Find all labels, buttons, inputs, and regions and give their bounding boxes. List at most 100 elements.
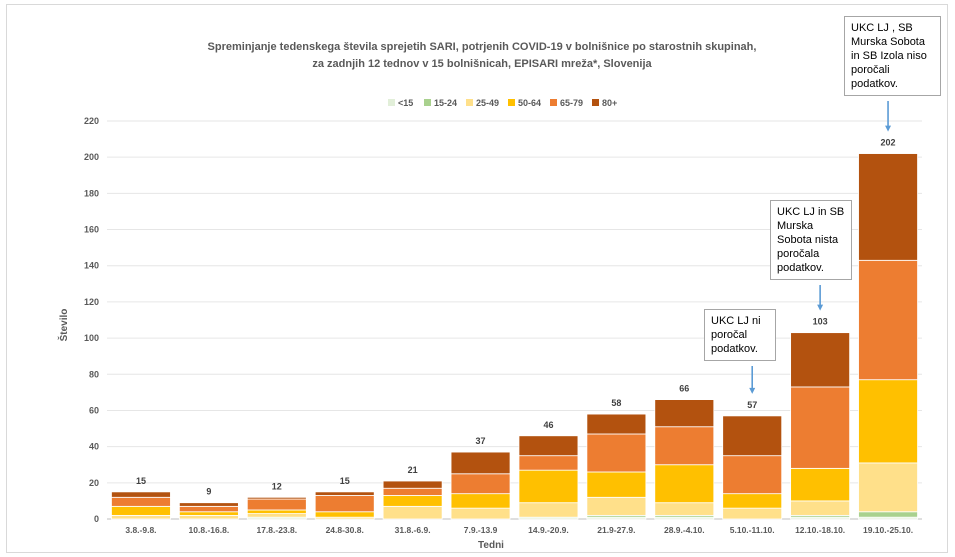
- y-tick-label: 220: [84, 116, 99, 126]
- bar-segment: [314, 495, 375, 513]
- note-arrows: [749, 101, 892, 394]
- y-tick-label: 0: [94, 514, 99, 524]
- bar-segment: [246, 498, 307, 511]
- total-label: 9: [206, 487, 211, 497]
- gridlines: [107, 120, 922, 520]
- bar-segment: [246, 496, 307, 500]
- chart-title-line-2: za zadnjih 12 tednov v 15 bolnišnicah, E…: [312, 58, 652, 70]
- legend-swatch: [508, 99, 515, 106]
- y-tick-label: 60: [89, 405, 99, 415]
- bar-segment: [654, 426, 715, 466]
- y-axis: 0 20 40 60 80 100 120 140 160 180 200 220: [84, 116, 99, 524]
- bar-segment: [586, 413, 647, 435]
- bar-segment: [586, 496, 647, 516]
- legend-label: 15-24: [434, 98, 457, 108]
- x-tick-label: 3.8.-9.8.: [125, 525, 156, 535]
- bar-segment: [111, 491, 171, 498]
- chart-title-line-1: Spreminjanje tedenskega števila sprejeti…: [208, 41, 757, 53]
- x-tick-label: 10.8.-16.8.: [189, 525, 230, 535]
- bar-segment: [858, 153, 918, 261]
- bar-segment: [722, 507, 783, 520]
- bar-segment: [382, 495, 443, 507]
- bar-segment: [450, 473, 511, 495]
- bar-segment: [178, 502, 239, 507]
- bar-segment: [722, 415, 783, 457]
- legend-label: 50-64: [518, 98, 541, 108]
- y-tick-label: 40: [89, 442, 99, 452]
- bar-segment: [654, 399, 715, 428]
- bar-segment: [178, 505, 239, 513]
- chart-frame: Spreminjanje tedenskega števila sprejeti…: [6, 4, 948, 553]
- bar-segment: [382, 487, 443, 496]
- bar-segment: [111, 505, 171, 516]
- bar-segment: [790, 386, 851, 469]
- bar-segment: [790, 332, 851, 388]
- bar-segment: [790, 467, 851, 502]
- bar-segment: [382, 480, 443, 489]
- bar-segment: [314, 511, 375, 518]
- bar-segment: [450, 493, 511, 509]
- bar-segment: [246, 513, 307, 518]
- note-box: UKC LJ , SB Murska Sobota in SB Izola ni…: [844, 16, 941, 96]
- total-label: 37: [476, 436, 486, 446]
- y-axis-label: Število: [57, 309, 70, 342]
- y-tick-label: 200: [84, 152, 99, 162]
- y-tick-label: 120: [84, 297, 99, 307]
- y-tick-label: 80: [89, 369, 99, 379]
- bar-segment: [722, 493, 783, 509]
- x-axis: 3.8.-9.8. 10.8.-16.8. 17.8.-23.8. 24.8-30.8…: [125, 525, 913, 535]
- total-label: 21: [408, 465, 418, 475]
- x-axis-label: Tedni: [478, 540, 504, 551]
- note-arrow: [749, 366, 756, 394]
- bar-segment: [450, 507, 511, 520]
- legend: <15 15-24 25-49 50-64 65-79 80+: [388, 98, 617, 108]
- legend-swatch: [550, 99, 557, 106]
- x-tick-label: 31.8.-6.9.: [395, 525, 431, 535]
- x-tick-label: 21.9-27.9.: [597, 525, 635, 535]
- legend-swatch: [466, 99, 473, 106]
- bar-segment: [178, 514, 239, 520]
- bar-segment: [858, 379, 918, 464]
- legend-swatch: [592, 99, 599, 106]
- bar-segment: [722, 455, 783, 495]
- bar-segment: [382, 505, 443, 520]
- bar-segment: [858, 462, 918, 513]
- legend-swatch: [388, 99, 395, 106]
- bar-segment: [178, 511, 239, 516]
- bar-segment: [586, 433, 647, 473]
- bar-segment: [654, 464, 715, 504]
- total-label: 12: [272, 481, 282, 491]
- y-tick-label: 140: [84, 261, 99, 271]
- bar-segment: [858, 511, 918, 518]
- total-label: 15: [340, 476, 350, 486]
- bar-segment: [314, 491, 375, 496]
- y-tick-label: 180: [84, 188, 99, 198]
- bar-segment: [246, 509, 307, 514]
- bar-segment: [586, 471, 647, 498]
- note-box: UKC LJ in SB Murska Sobota nista poročal…: [770, 200, 852, 280]
- x-tick-label: 14.9.-20.9.: [528, 525, 569, 535]
- bar-segment: [790, 500, 851, 516]
- bar-segment: [518, 455, 579, 471]
- bar-segment: [111, 496, 171, 507]
- total-label: 15: [136, 476, 146, 486]
- x-tick-label: 24.8-30.8.: [326, 525, 364, 535]
- y-tick-label: 20: [89, 478, 99, 488]
- x-tick-label: 12.10.-18.10.: [795, 525, 845, 535]
- legend-label: 80+: [602, 98, 617, 108]
- x-tick-label: 17.8.-23.8.: [256, 525, 297, 535]
- bars: [111, 153, 918, 520]
- total-labels: 15 9 12 15 21 37 46 58 66 57 103 202: [136, 138, 896, 497]
- bar-segment: [450, 451, 511, 475]
- bar-segment: [518, 502, 579, 518]
- total-label: 58: [611, 398, 621, 408]
- total-label: 57: [747, 400, 757, 410]
- total-label: 66: [679, 384, 689, 394]
- stacked-bar-chart: Spreminjanje tedenskega števila sprejeti…: [57, 41, 922, 551]
- x-tick-label: 19.10.-25.10.: [863, 525, 913, 535]
- y-tick-label: 160: [84, 225, 99, 235]
- total-label: 46: [543, 420, 553, 430]
- bar-segment: [518, 435, 579, 457]
- bar-segment: [858, 259, 918, 381]
- legend-swatch: [424, 99, 431, 106]
